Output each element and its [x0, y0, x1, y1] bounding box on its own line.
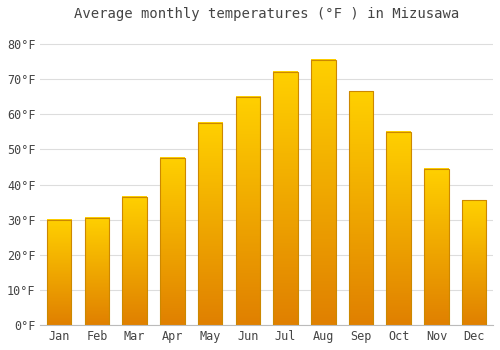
Bar [84, 218, 109, 325]
Bar [386, 132, 411, 325]
Bar [236, 97, 260, 325]
Bar [122, 197, 147, 325]
Bar [311, 60, 336, 325]
Bar [462, 200, 486, 325]
Bar [424, 169, 448, 325]
Bar [160, 158, 184, 325]
Bar [348, 91, 374, 325]
Bar [274, 72, 298, 325]
Title: Average monthly temperatures (°F ) in Mizusawa: Average monthly temperatures (°F ) in Mi… [74, 7, 460, 21]
Bar [47, 220, 72, 325]
Bar [198, 123, 222, 325]
